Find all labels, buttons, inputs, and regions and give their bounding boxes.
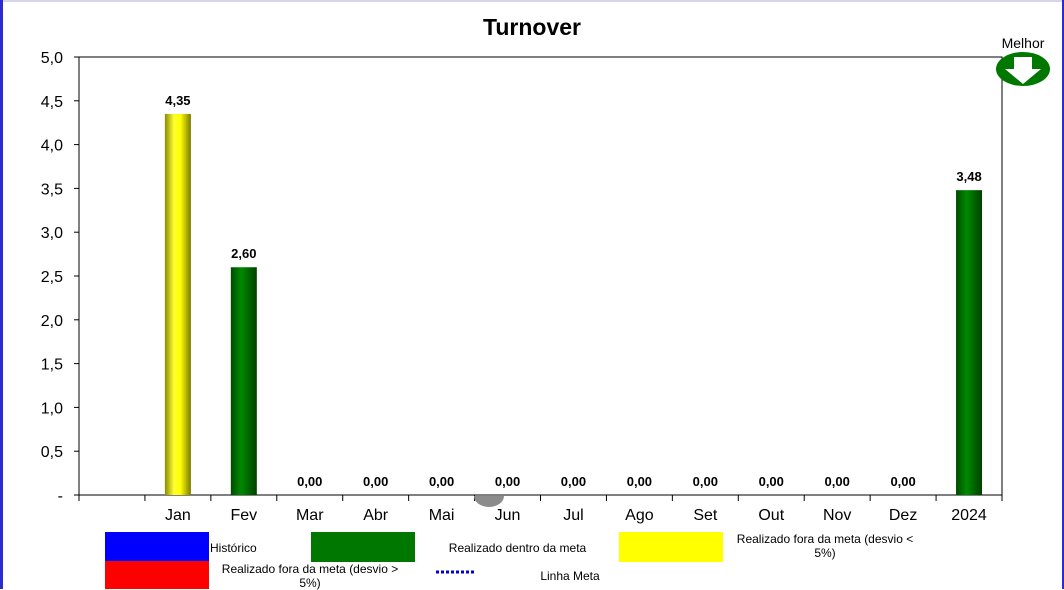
- data-label: 0,00: [693, 474, 718, 489]
- x-tick-label: Jan: [165, 507, 191, 524]
- legend-line-meta: [436, 570, 476, 574]
- data-label: 0,00: [627, 474, 652, 489]
- data-label: 0,00: [363, 474, 388, 489]
- better-direction-label: Melhor: [1001, 35, 1045, 51]
- data-label: 0,00: [890, 474, 915, 489]
- y-tick-label: 0,5: [41, 444, 63, 461]
- x-tick-label: Abr: [363, 507, 389, 524]
- legend-label-dentro: Realizado dentro da meta: [448, 541, 587, 555]
- y-tick-label: 5,0: [41, 50, 63, 67]
- x-tick-label: Ago: [625, 507, 654, 524]
- x-tick-label: Jun: [495, 507, 521, 524]
- frame-left-border: [0, 0, 3, 589]
- data-label: 0,00: [825, 474, 850, 489]
- x-axis: Jan Fev Mar Abr Mai Jun Jul Ago Set Out Nov Dez 2024: [78, 495, 1003, 524]
- y-tick-label: 4,5: [41, 94, 63, 111]
- data-label: 2,60: [231, 246, 256, 261]
- legend-label-fora-menor: Realizado fora da meta (desvio < 5%): [736, 532, 914, 560]
- y-tick-label: 4,0: [41, 138, 63, 155]
- x-tick-label: Mar: [296, 507, 324, 524]
- y-tick-label: 2,5: [41, 269, 63, 286]
- legend-swatch-fora-menor: [619, 532, 723, 562]
- y-axis: - 0,5 1,0 1,5 2,0 2,5 3,0 3,5 4,0 4,5 5,0: [41, 50, 79, 505]
- data-label: 0,00: [429, 474, 454, 489]
- data-label: 0,00: [495, 474, 520, 489]
- legend-label-fora-maior: Realizado fora da meta (desvio > 5%): [221, 562, 399, 590]
- legend-label-historico: Histórico: [210, 541, 257, 555]
- frame-right-border: [1062, 0, 1064, 589]
- data-label: 3,48: [956, 169, 981, 184]
- shadow-mark: [474, 496, 504, 507]
- x-tick-label: Out: [758, 507, 784, 524]
- legend-swatch-fora-maior: [105, 561, 209, 589]
- legend-label-linha-meta: Linha Meta: [540, 569, 600, 583]
- x-tick-label: Nov: [823, 507, 851, 524]
- data-label: 0,00: [759, 474, 784, 489]
- plot-area: [78, 56, 1003, 496]
- data-label: 4,35: [165, 93, 190, 108]
- x-tick-label: Fev: [230, 507, 257, 524]
- bar-Fev: [230, 267, 257, 495]
- frame-top-border: [0, 0, 1064, 2]
- y-tick-label: 3,5: [41, 181, 63, 198]
- bars: [164, 113, 983, 496]
- x-tick-label: Mai: [429, 507, 455, 524]
- x-tick-label: Jul: [563, 507, 583, 524]
- bar-2024: [956, 190, 983, 496]
- data-label: 0,00: [561, 474, 586, 489]
- x-tick-label: 2024: [951, 507, 987, 524]
- y-tick-label: 3,0: [41, 225, 63, 242]
- bar-Jan: [164, 113, 191, 495]
- y-tick-label: 1,5: [41, 357, 63, 374]
- arrow-down-icon: [996, 52, 1050, 86]
- bar-labels: 4,35 2,60 0,00 0,00 0,00 0,00 0,00 0,00 0,00 0,00…: [165, 93, 981, 489]
- x-tick-label: Set: [693, 507, 718, 524]
- legend-swatch-historico: [105, 532, 209, 562]
- legend-swatch-dentro: [311, 532, 415, 562]
- x-tick-label: Dez: [889, 507, 917, 524]
- y-tick-label: -: [58, 488, 63, 505]
- y-tick-label: 2,0: [41, 313, 63, 330]
- chart-title: Turnover: [483, 14, 581, 40]
- y-tick-label: 1,0: [41, 400, 63, 417]
- data-label: 0,00: [297, 474, 322, 489]
